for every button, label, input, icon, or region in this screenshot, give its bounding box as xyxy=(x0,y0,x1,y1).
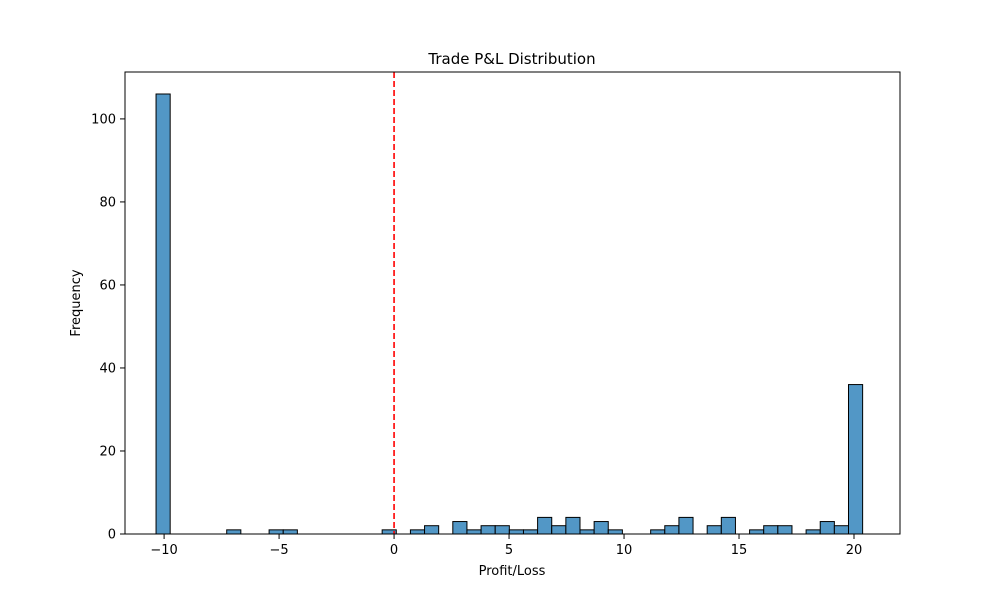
histogram-bar xyxy=(226,529,242,535)
y-tick-label: 60 xyxy=(99,278,116,293)
histogram-bar xyxy=(749,529,765,535)
histogram-bar xyxy=(508,529,524,535)
histogram-bar xyxy=(607,529,623,535)
histogram-bar xyxy=(537,516,553,535)
y-tick-label: 0 xyxy=(108,528,116,543)
x-axis-ticks: −10 −5 0 5 10 15 20 xyxy=(150,534,862,558)
y-tick-label: 100 xyxy=(91,112,116,127)
y-axis-ticks: 0 20 40 60 80 100 xyxy=(91,112,125,543)
bars-group xyxy=(155,93,864,535)
y-tick-label: 40 xyxy=(99,361,116,376)
histogram-bar xyxy=(593,521,609,535)
histogram-bar xyxy=(551,525,567,535)
histogram-bar xyxy=(268,529,284,535)
x-tick-label: −10 xyxy=(150,543,177,558)
histogram-bar xyxy=(678,516,694,535)
histogram-bar xyxy=(452,521,468,535)
chart-title: Trade P&L Distribution xyxy=(427,50,595,68)
histogram-bar xyxy=(480,525,496,535)
histogram-bar xyxy=(565,516,581,535)
histogram-bar xyxy=(763,525,779,535)
x-axis-label: Profit/Loss xyxy=(479,564,546,579)
histogram-bar xyxy=(650,529,666,535)
x-tick-label: 20 xyxy=(846,543,863,558)
histogram-bar xyxy=(664,525,680,535)
histogram-bar xyxy=(579,529,595,535)
histogram-bar xyxy=(777,525,793,535)
histogram-bar xyxy=(522,529,539,535)
histogram-bar xyxy=(720,516,736,535)
x-tick-label: 5 xyxy=(505,543,513,558)
y-axis-label: Frequency xyxy=(69,269,84,336)
y-tick-label: 80 xyxy=(99,195,116,210)
histogram-bar xyxy=(424,525,440,535)
histogram-bar xyxy=(833,525,849,535)
y-tick-label: 20 xyxy=(99,444,116,459)
histogram-bar xyxy=(466,529,482,535)
x-tick-label: 15 xyxy=(731,543,748,558)
histogram-bar xyxy=(282,529,298,535)
histogram-bar xyxy=(706,525,722,535)
x-tick-label: −5 xyxy=(269,543,288,558)
x-tick-label: 10 xyxy=(616,543,633,558)
histogram-bar xyxy=(805,529,821,535)
plot-frame xyxy=(124,71,901,535)
histogram-bar xyxy=(819,521,835,535)
histogram-bar xyxy=(847,384,864,535)
histogram-bar xyxy=(494,525,510,535)
histogram-bar xyxy=(409,529,426,535)
histogram-bar xyxy=(155,93,171,535)
x-tick-label: 0 xyxy=(390,543,398,558)
